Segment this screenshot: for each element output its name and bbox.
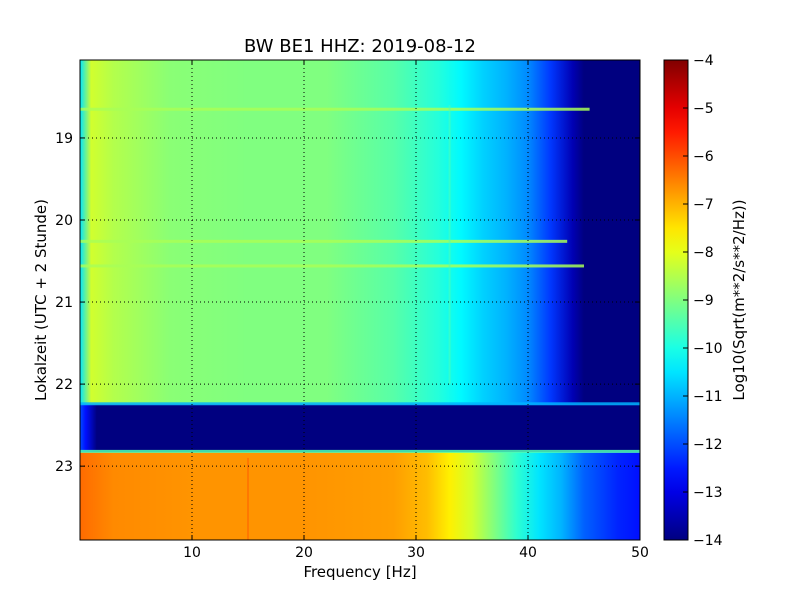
y-axis-label: Lokalzeit (UTC + 2 Stunde) (32, 199, 50, 401)
colorbar-tick-label: −9 (693, 293, 714, 309)
spectrogram-region (80, 404, 640, 453)
x-tick-label: 20 (295, 545, 313, 561)
plot-frame (79, 59, 641, 541)
y-axis: 19 20 21 22 23 (55, 131, 640, 475)
spectral-event-line (80, 107, 590, 111)
grid-lines (80, 60, 640, 540)
y-tick-label: 21 (55, 295, 73, 311)
x-tick-label: 10 (183, 545, 201, 561)
y-tick-label: 20 (55, 213, 73, 229)
spectrogram-region (80, 452, 640, 540)
colorbar-tick-label: −14 (693, 533, 723, 549)
colorbar-axis: −4 −5 −6 −7 −8 −9 −10 −11 −12 −13 −14 (683, 53, 723, 549)
x-tick-label: 50 (631, 545, 649, 561)
spectral-tone-line (247, 457, 249, 540)
spectral-event-line (80, 402, 640, 406)
spectrogram-plot-area (80, 60, 640, 540)
colorbar-label: Log10(Sqrt(m**2/s**2/Hz)) (730, 199, 748, 400)
x-tick-label: 40 (519, 545, 537, 561)
colorbar-tick-label: −6 (693, 149, 714, 165)
colorbar-tick-label: −13 (693, 485, 723, 501)
x-axis-label: Frequency [Hz] (303, 563, 416, 581)
spectral-event-line (80, 449, 640, 453)
spectral-event-line (80, 264, 584, 268)
colorbar-tick-label: −12 (693, 437, 723, 453)
spectral-tone-line (448, 105, 451, 385)
spectral-event-line (80, 239, 568, 243)
x-axis: 10 20 30 40 50 (183, 60, 649, 561)
y-tick-label: 22 (55, 377, 73, 393)
colorbar-tick-label: −8 (693, 245, 714, 261)
colorbar-tick-label: −10 (693, 341, 723, 357)
colorbar-tick-label: −11 (693, 389, 723, 405)
spectrogram-region (80, 60, 640, 405)
y-tick-label: 19 (55, 131, 73, 147)
chart-title: BW BE1 HHZ: 2019-08-12 (244, 36, 476, 57)
x-tick-label: 30 (407, 545, 425, 561)
colorbar-tick-label: −7 (693, 197, 714, 213)
colorbar-tick-label: −5 (693, 101, 714, 117)
colorbar-tick-label: −4 (693, 53, 714, 69)
y-tick-label: 23 (55, 459, 73, 475)
